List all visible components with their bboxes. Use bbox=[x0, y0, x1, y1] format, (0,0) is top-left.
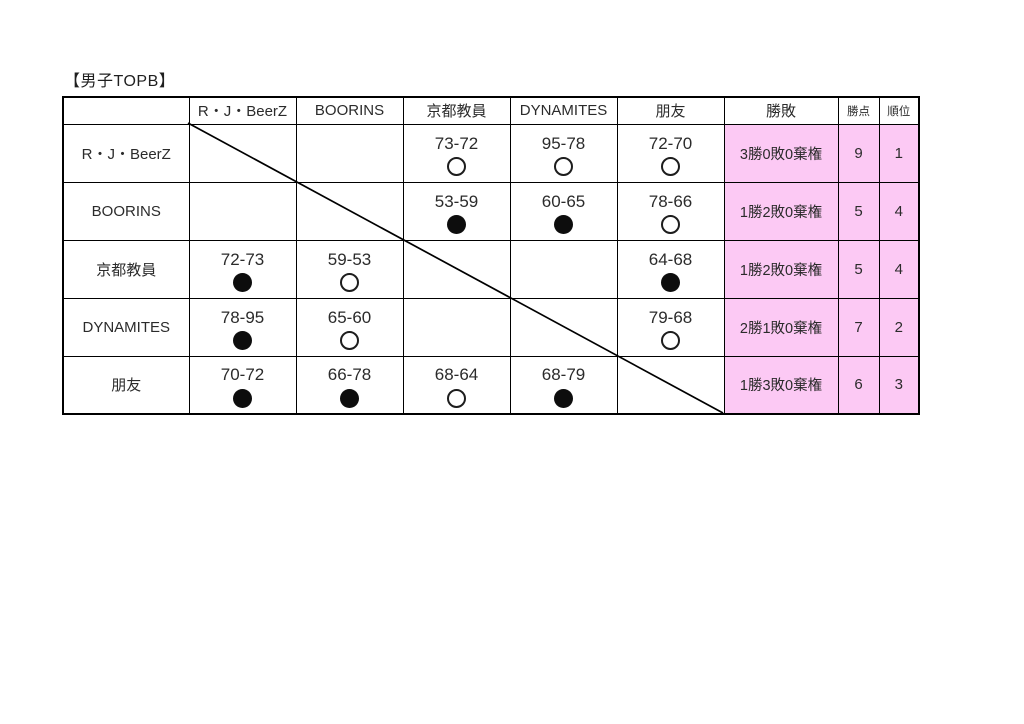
points-cell: 5 bbox=[837, 239, 880, 299]
league-table: R・J・BeerZ BOORINS 京都教員 DYNAMITES 朋友 勝敗 勝点 順位 R・… bbox=[62, 96, 920, 415]
loss-mark-icon bbox=[233, 273, 252, 293]
match-score: 72-73 bbox=[220, 249, 265, 269]
match-cell: 53-59 bbox=[402, 181, 511, 241]
self-cell bbox=[188, 123, 297, 183]
match-score: 65-60 bbox=[327, 307, 372, 327]
empty-cell bbox=[188, 181, 297, 241]
loss-mark-icon bbox=[233, 389, 252, 409]
col-header: DYNAMITES bbox=[509, 96, 618, 125]
team-row: 京都教員 72-73 59-53 64-68 1勝2敗0棄権 5 4 bbox=[62, 239, 920, 299]
loss-mark-icon bbox=[661, 273, 680, 293]
rank-cell: 2 bbox=[878, 297, 920, 357]
record-cell: 3勝0敗0棄権 bbox=[723, 123, 839, 183]
col-header: 勝敗 bbox=[723, 96, 839, 125]
col-header: R・J・BeerZ bbox=[188, 96, 297, 125]
match-score: 72-70 bbox=[648, 133, 693, 153]
self-cell bbox=[402, 239, 511, 299]
team-row: R・J・BeerZ 73-72 95-78 72-70 3勝0敗0棄権 9 1 bbox=[62, 123, 920, 183]
empty-cell bbox=[402, 297, 511, 357]
record-cell: 1勝2敗0棄権 bbox=[723, 239, 839, 299]
match-cell: 65-60 bbox=[295, 297, 404, 357]
team-name-cell: 朋友 bbox=[62, 355, 190, 415]
table-body: R・J・BeerZ 73-72 95-78 72-70 3勝0敗0棄権 9 1 BOORINS… bbox=[62, 123, 920, 415]
team-name-cell: R・J・BeerZ bbox=[62, 123, 190, 183]
win-mark-icon bbox=[661, 157, 680, 177]
win-mark-icon bbox=[447, 389, 466, 409]
self-cell bbox=[616, 355, 725, 415]
match-cell: 70-72 bbox=[188, 355, 297, 415]
loss-mark-icon bbox=[554, 215, 573, 235]
corner-header bbox=[62, 96, 190, 125]
match-score: 53-59 bbox=[434, 191, 479, 211]
points-cell: 9 bbox=[837, 123, 880, 183]
rank-cell: 4 bbox=[878, 181, 920, 241]
win-mark-icon bbox=[447, 157, 466, 177]
team-row: BOORINS 53-59 60-65 78-66 1勝2敗0棄権 5 4 bbox=[62, 181, 920, 241]
match-cell: 66-78 bbox=[295, 355, 404, 415]
win-mark-icon bbox=[340, 331, 359, 351]
win-mark-icon bbox=[340, 273, 359, 293]
team-name-cell: BOORINS bbox=[62, 181, 190, 241]
rank-cell: 3 bbox=[878, 355, 920, 415]
match-cell: 78-66 bbox=[616, 181, 725, 241]
match-score: 95-78 bbox=[541, 133, 586, 153]
win-mark-icon bbox=[661, 215, 680, 235]
match-score: 78-66 bbox=[648, 191, 693, 211]
match-cell: 79-68 bbox=[616, 297, 725, 357]
record-cell: 2勝1敗0棄権 bbox=[723, 297, 839, 357]
team-row: DYNAMITES 78-95 65-60 79-68 2勝1敗0棄権 7 2 bbox=[62, 297, 920, 357]
points-cell: 6 bbox=[837, 355, 880, 415]
match-score: 68-64 bbox=[434, 365, 479, 385]
col-header: 順位 bbox=[878, 96, 920, 125]
match-score: 66-78 bbox=[327, 365, 372, 385]
match-cell: 68-79 bbox=[509, 355, 618, 415]
match-score: 73-72 bbox=[434, 133, 479, 153]
record-cell: 1勝2敗0棄権 bbox=[723, 181, 839, 241]
points-cell: 5 bbox=[837, 181, 880, 241]
match-cell: 60-65 bbox=[509, 181, 618, 241]
match-score: 60-65 bbox=[541, 191, 586, 211]
win-mark-icon bbox=[661, 331, 680, 351]
match-cell: 72-70 bbox=[616, 123, 725, 183]
match-cell: 68-64 bbox=[402, 355, 511, 415]
rank-cell: 1 bbox=[878, 123, 920, 183]
match-cell: 73-72 bbox=[402, 123, 511, 183]
win-mark-icon bbox=[554, 157, 573, 177]
col-header: 朋友 bbox=[616, 96, 725, 125]
match-cell: 95-78 bbox=[509, 123, 618, 183]
loss-mark-icon bbox=[340, 389, 359, 409]
match-score: 70-72 bbox=[220, 365, 265, 385]
team-name-cell: DYNAMITES bbox=[62, 297, 190, 357]
self-cell bbox=[295, 181, 404, 241]
loss-mark-icon bbox=[554, 389, 573, 409]
match-cell: 64-68 bbox=[616, 239, 725, 299]
match-cell: 72-73 bbox=[188, 239, 297, 299]
team-row: 朋友 70-72 66-78 68-64 68-79 1勝3敗0棄権 6 3 bbox=[62, 355, 920, 415]
league-table-wrap: R・J・BeerZ BOORINS 京都教員 DYNAMITES 朋友 勝敗 勝点 順位 R・… bbox=[62, 96, 920, 415]
match-score: 78-95 bbox=[220, 307, 265, 327]
col-header: 京都教員 bbox=[402, 96, 511, 125]
match-score: 79-68 bbox=[648, 307, 693, 327]
empty-cell bbox=[295, 123, 404, 183]
rank-cell: 4 bbox=[878, 239, 920, 299]
col-header: 勝点 bbox=[837, 96, 880, 125]
match-score: 64-68 bbox=[648, 249, 693, 269]
match-cell: 78-95 bbox=[188, 297, 297, 357]
col-header: BOORINS bbox=[295, 96, 404, 125]
header-row: R・J・BeerZ BOORINS 京都教員 DYNAMITES 朋友 勝敗 勝点 順位 bbox=[62, 96, 920, 125]
match-score: 59-53 bbox=[327, 249, 372, 269]
match-cell: 59-53 bbox=[295, 239, 404, 299]
points-cell: 7 bbox=[837, 297, 880, 357]
record-cell: 1勝3敗0棄権 bbox=[723, 355, 839, 415]
team-name-cell: 京都教員 bbox=[62, 239, 190, 299]
loss-mark-icon bbox=[447, 215, 466, 235]
empty-cell bbox=[509, 239, 618, 299]
loss-mark-icon bbox=[233, 331, 252, 351]
self-cell bbox=[509, 297, 618, 357]
page-title: 【男子TOPB】 bbox=[64, 73, 176, 90]
match-score: 68-79 bbox=[541, 365, 586, 385]
